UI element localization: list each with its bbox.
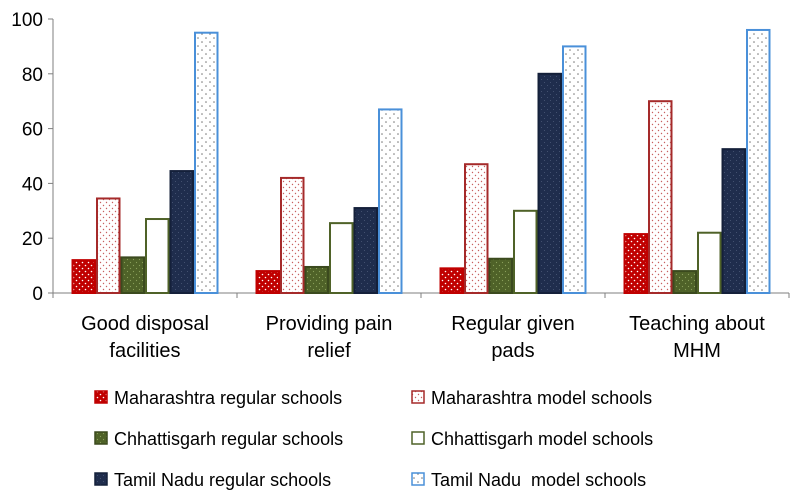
bar [280,176,305,294]
legend-swatch [411,390,425,404]
bars [71,28,771,295]
bar [439,267,464,294]
bar [71,259,96,294]
y-tick-label: 100 [11,10,43,31]
bar [672,270,697,294]
y-tick-label: 80 [22,65,43,86]
y-tick-label: 40 [22,174,43,195]
bar [562,45,587,295]
bar [169,170,194,295]
legend-label: Maharashtra model schools [431,388,652,408]
y-tick-label: 20 [22,229,43,250]
x-category-label: Regular given pads [451,313,574,362]
bar [304,265,329,295]
bar [623,233,648,294]
bar [721,148,746,294]
legend-label: Maharashtra regular schools [114,388,342,408]
bar [120,256,145,295]
bar [648,100,673,294]
bar [353,207,378,294]
legend-label: Tamil Nadu regular schools [114,470,331,490]
legend-label: Chhattisgarh regular schools [114,429,343,449]
x-category-label: Teaching about MHM [629,313,765,362]
bar [145,218,170,295]
bar [96,197,121,294]
legend-swatch [411,472,425,486]
legend-label: Chhattisgarh model schools [431,429,653,449]
legend-swatch [94,431,108,445]
bar [488,257,513,294]
legend-swatch [94,390,108,404]
bar [697,231,722,294]
bar [378,108,403,294]
y-tick-label: 0 [32,284,43,305]
legend: Maharashtra regular schools Maharashtra m… [94,388,653,490]
legend-swatch [94,472,108,486]
x-category-label: Providing pain relief [266,313,393,362]
bar [255,270,280,294]
bar [464,163,489,294]
bar [194,31,219,294]
y-tick-label: 60 [22,120,43,141]
bar [537,72,562,294]
legend-swatch [411,431,425,445]
category-labels: Good disposal facilities Providing pain rel… [81,313,765,362]
legend-label: Tamil Nadu model schools [431,470,646,490]
x-category-label: Good disposal facilities [81,313,209,362]
bar [329,222,354,295]
bar [746,28,771,295]
bar [513,209,538,294]
